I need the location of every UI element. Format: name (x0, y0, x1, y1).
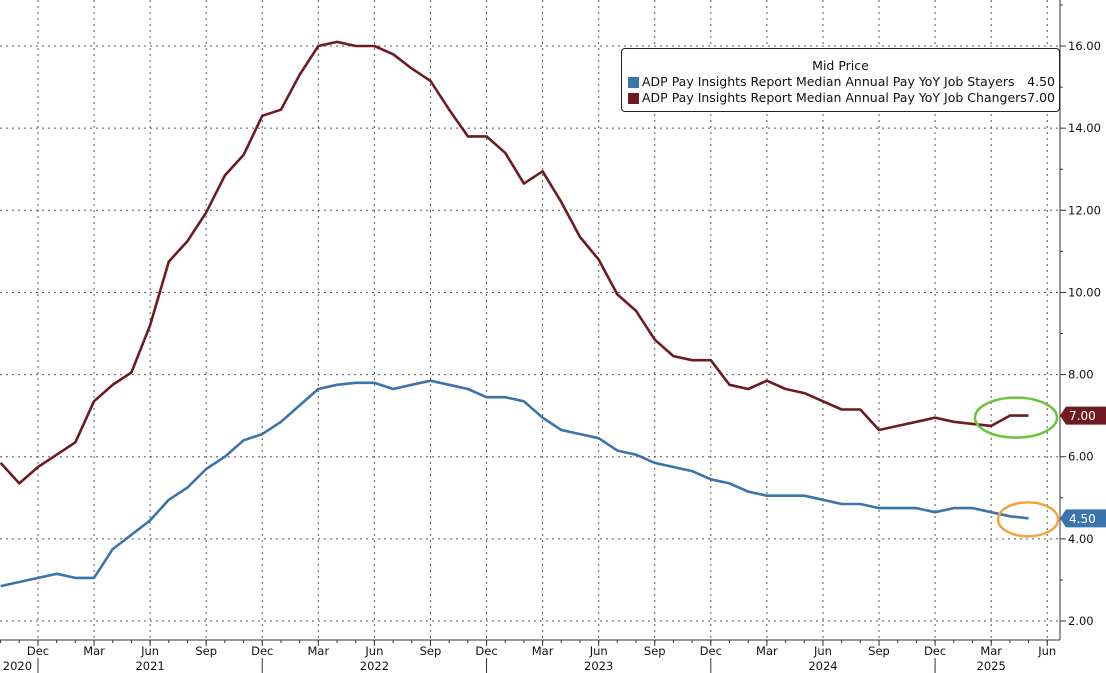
y-tick-label: 16.00 (1068, 39, 1101, 53)
highlight-ellipse-stayers (996, 501, 1060, 538)
x-year-label: 2024 (808, 659, 837, 673)
y-tick-label: 10.00 (1068, 285, 1101, 299)
legend-item-changers: ADP Pay Insights Report Median Annual Pa… (622, 90, 1059, 106)
x-month-label: Dec (700, 644, 722, 658)
x-year-label: 2020 (3, 659, 32, 673)
end-markers: 4.50 7.00 (973, 396, 1106, 538)
legend-value: 4.50 (1027, 74, 1055, 89)
last-value-label: 4.50 (1069, 512, 1096, 526)
legend-title: Mid Price (812, 58, 869, 73)
x-month-label: Sep (644, 644, 666, 658)
legend-value: 7.00 (1027, 90, 1055, 105)
x-month-label: Jun (364, 644, 383, 658)
x-month-label: Mar (980, 644, 1002, 658)
x-month-label: Dec (475, 644, 497, 658)
y-tick-label: 8.00 (1068, 368, 1094, 382)
y-tick-label: 12.00 (1068, 203, 1101, 217)
x-year-label: 2023 (584, 659, 613, 673)
x-year-label: 2025 (977, 659, 1006, 673)
x-month-label: Jun (589, 644, 608, 658)
series-lines (0, 40, 1029, 588)
y-tick-label: 2.00 (1068, 614, 1094, 628)
last-value-label: 7.00 (1069, 409, 1096, 423)
x-month-label: Jun (813, 644, 832, 658)
x-year-label: 2021 (135, 659, 164, 673)
x-month-label: Mar (532, 644, 554, 658)
last-value-tag (1060, 509, 1106, 528)
x-month-label: Jun (1037, 644, 1056, 658)
y-tick-label: 6.00 (1068, 450, 1094, 464)
last-value-tag (1060, 406, 1106, 425)
x-month-label: Dec (924, 644, 946, 658)
x-month-label: Sep (420, 644, 442, 658)
x-month-label: Jun (140, 644, 159, 658)
highlight-ellipse-changers (973, 396, 1059, 439)
x-month-label: Sep (868, 644, 890, 658)
x-month-label: Dec (251, 644, 273, 658)
x-month-label: Mar (756, 644, 778, 658)
x-year-label: 2022 (360, 659, 389, 673)
legend-label: ADP Pay Insights Report Median Annual Pa… (642, 90, 1027, 105)
x-month-label: Dec (27, 644, 49, 658)
grid (0, 0, 1060, 640)
y-tick-label: 14.00 (1068, 121, 1101, 135)
legend-swatch (628, 92, 639, 104)
series-line-job-changers (0, 40, 1029, 485)
y-tick-label: 4.00 (1068, 532, 1094, 546)
x-month-label: Mar (307, 644, 329, 658)
legend-item-stayers: ADP Pay Insights Report Median Annual Pa… (622, 74, 1059, 90)
legend-swatch (628, 76, 639, 88)
x-month-label: Mar (83, 644, 105, 658)
series-line-job-stayers (0, 379, 1029, 588)
x-month-label: Sep (195, 644, 217, 658)
legend: Mid Price ADP Pay Insights Report Median… (621, 48, 1060, 112)
legend-label: ADP Pay Insights Report Median Annual Pa… (642, 74, 1015, 89)
